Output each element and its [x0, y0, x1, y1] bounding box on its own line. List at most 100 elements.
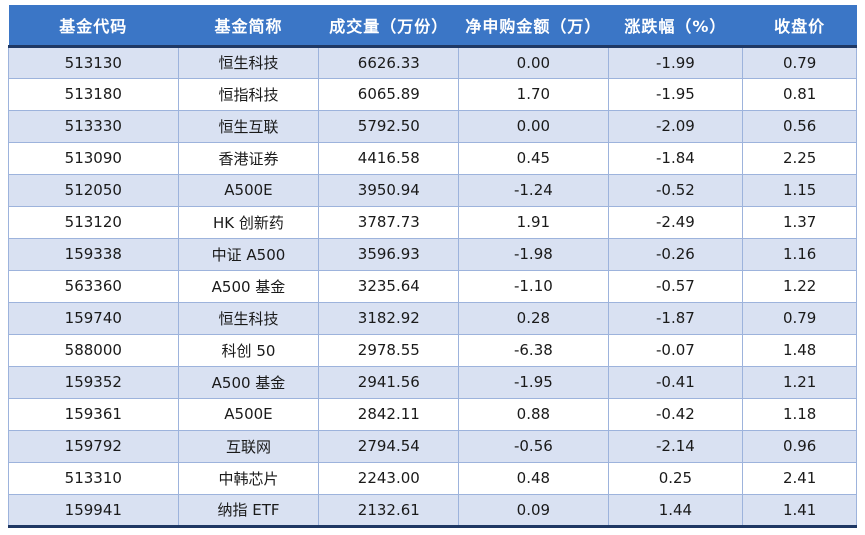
cell-close-price: 1.18: [742, 398, 857, 431]
cell-net-subscription: 0.48: [458, 462, 609, 495]
table-body: 513130 恒生科技 6626.33 0.00 -1.99 0.79 5131…: [8, 46, 857, 528]
cell-fund-name: 恒生互联: [177, 110, 320, 143]
table-row: 159941 纳指 ETF 2132.61 0.09 1.44 1.41: [8, 494, 857, 528]
cell-change-percent: -2.09: [607, 110, 744, 143]
cell-fund-code: 563360: [8, 270, 179, 303]
table-header: 基金代码 基金简称 成交量（万份） 净申购金额（万） 涨跌幅（%） 收盘价: [8, 5, 857, 48]
column-header-change-percent: 涨跌幅（%）: [608, 5, 743, 48]
table-row: 513180 恒指科技 6065.89 1.70 -1.95 0.81: [8, 78, 857, 111]
cell-volume: 3235.64: [318, 270, 460, 303]
cell-change-percent: -2.49: [607, 206, 744, 239]
cell-volume: 3950.94: [318, 174, 460, 207]
cell-fund-code: 513330: [8, 110, 179, 143]
cell-close-price: 1.41: [742, 494, 857, 528]
cell-change-percent: -1.84: [607, 142, 744, 175]
cell-close-price: 1.15: [742, 174, 857, 207]
cell-close-price: 0.79: [742, 46, 857, 79]
fund-data-table: 基金代码 基金简称 成交量（万份） 净申购金额（万） 涨跌幅（%） 收盘价 51…: [8, 5, 857, 528]
cell-net-subscription: -1.24: [458, 174, 609, 207]
cell-fund-code: 513090: [8, 142, 179, 175]
cell-fund-code: 588000: [8, 334, 179, 367]
cell-fund-code: 159338: [8, 238, 179, 271]
cell-net-subscription: 0.00: [458, 110, 609, 143]
cell-net-subscription: 0.88: [458, 398, 609, 431]
cell-volume: 3787.73: [318, 206, 460, 239]
cell-volume: 4416.58: [318, 142, 460, 175]
cell-fund-name: 香港证券: [177, 142, 320, 175]
cell-volume: 5792.50: [318, 110, 460, 143]
table-row: 512050 A500E 3950.94 -1.24 -0.52 1.15: [8, 174, 857, 207]
column-header-net-subscription: 净申购金额（万）: [458, 5, 608, 48]
table-row: 513330 恒生互联 5792.50 0.00 -2.09 0.56: [8, 110, 857, 143]
column-header-fund-code: 基金代码: [8, 5, 179, 48]
cell-net-subscription: 0.28: [458, 302, 609, 335]
cell-close-price: 1.37: [742, 206, 857, 239]
cell-fund-name: A500 基金: [177, 270, 320, 303]
cell-change-percent: 0.25: [607, 462, 744, 495]
cell-change-percent: -0.52: [607, 174, 744, 207]
cell-volume: 2842.11: [318, 398, 460, 431]
table-row: 563360 A500 基金 3235.64 -1.10 -0.57 1.22: [8, 270, 857, 303]
cell-volume: 2794.54: [318, 430, 460, 463]
column-header-fund-name: 基金简称: [178, 5, 319, 48]
cell-close-price: 1.48: [742, 334, 857, 367]
cell-net-subscription: 1.91: [458, 206, 609, 239]
cell-close-price: 0.96: [742, 430, 857, 463]
cell-volume: 2978.55: [318, 334, 460, 367]
cell-fund-code: 159361: [8, 398, 179, 431]
column-header-close-price: 收盘价: [742, 5, 857, 48]
cell-change-percent: -1.99: [607, 46, 744, 79]
cell-close-price: 2.25: [742, 142, 857, 175]
cell-change-percent: -2.14: [607, 430, 744, 463]
cell-close-price: 0.81: [742, 78, 857, 111]
cell-fund-code: 513130: [8, 46, 179, 79]
cell-change-percent: -1.95: [607, 78, 744, 111]
cell-fund-name: 纳指 ETF: [177, 494, 320, 528]
cell-close-price: 0.56: [742, 110, 857, 143]
cell-fund-name: A500 基金: [177, 366, 320, 399]
cell-fund-name: 恒生科技: [177, 302, 320, 335]
cell-close-price: 1.21: [742, 366, 857, 399]
cell-fund-name: 科创 50: [177, 334, 320, 367]
table-row: 513130 恒生科技 6626.33 0.00 -1.99 0.79: [8, 46, 857, 79]
cell-fund-name: 互联网: [177, 430, 320, 463]
cell-fund-name: HK 创新药: [177, 206, 320, 239]
cell-volume: 2243.00: [318, 462, 460, 495]
cell-volume: 6065.89: [318, 78, 460, 111]
cell-fund-code: 159740: [8, 302, 179, 335]
cell-fund-name: A500E: [177, 398, 320, 431]
table-row: 588000 科创 50 2978.55 -6.38 -0.07 1.48: [8, 334, 857, 367]
cell-net-subscription: -1.98: [458, 238, 609, 271]
cell-fund-name: 恒生科技: [177, 46, 320, 79]
header-row: 基金代码 基金简称 成交量（万份） 净申购金额（万） 涨跌幅（%） 收盘价: [8, 5, 857, 48]
cell-fund-code: 159941: [8, 494, 179, 528]
cell-close-price: 1.16: [742, 238, 857, 271]
table-row: 159338 中证 A500 3596.93 -1.98 -0.26 1.16: [8, 238, 857, 271]
cell-net-subscription: 0.00: [458, 46, 609, 79]
cell-fund-code: 159792: [8, 430, 179, 463]
cell-fund-code: 513180: [8, 78, 179, 111]
cell-fund-name: 中证 A500: [177, 238, 320, 271]
table-row: 513090 香港证券 4416.58 0.45 -1.84 2.25: [8, 142, 857, 175]
table-row: 159740 恒生科技 3182.92 0.28 -1.87 0.79: [8, 302, 857, 335]
cell-close-price: 2.41: [742, 462, 857, 495]
cell-change-percent: -1.87: [607, 302, 744, 335]
cell-fund-name: 中韩芯片: [177, 462, 320, 495]
cell-net-subscription: 0.09: [458, 494, 609, 528]
cell-volume: 6626.33: [318, 46, 460, 79]
cell-net-subscription: 0.45: [458, 142, 609, 175]
cell-fund-code: 513310: [8, 462, 179, 495]
cell-net-subscription: -6.38: [458, 334, 609, 367]
cell-volume: 2941.56: [318, 366, 460, 399]
column-header-volume: 成交量（万份）: [318, 5, 459, 48]
cell-volume: 2132.61: [318, 494, 460, 528]
cell-net-subscription: 1.70: [458, 78, 609, 111]
cell-fund-name: 恒指科技: [177, 78, 320, 111]
cell-change-percent: -0.57: [607, 270, 744, 303]
cell-change-percent: -0.42: [607, 398, 744, 431]
cell-change-percent: -0.26: [607, 238, 744, 271]
cell-volume: 3596.93: [318, 238, 460, 271]
cell-change-percent: 1.44: [607, 494, 744, 528]
cell-net-subscription: -0.56: [458, 430, 609, 463]
table-row: 159361 A500E 2842.11 0.88 -0.42 1.18: [8, 398, 857, 431]
